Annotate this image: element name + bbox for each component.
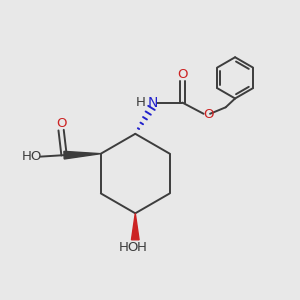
- Text: O: O: [56, 117, 66, 130]
- Text: H: H: [135, 96, 145, 109]
- Polygon shape: [64, 151, 101, 159]
- Polygon shape: [131, 213, 139, 240]
- Text: O: O: [177, 68, 188, 81]
- Text: H: H: [137, 241, 147, 254]
- Text: HO: HO: [118, 241, 139, 254]
- Text: HO: HO: [22, 150, 42, 163]
- Text: O: O: [204, 108, 214, 121]
- Text: N: N: [148, 96, 158, 110]
